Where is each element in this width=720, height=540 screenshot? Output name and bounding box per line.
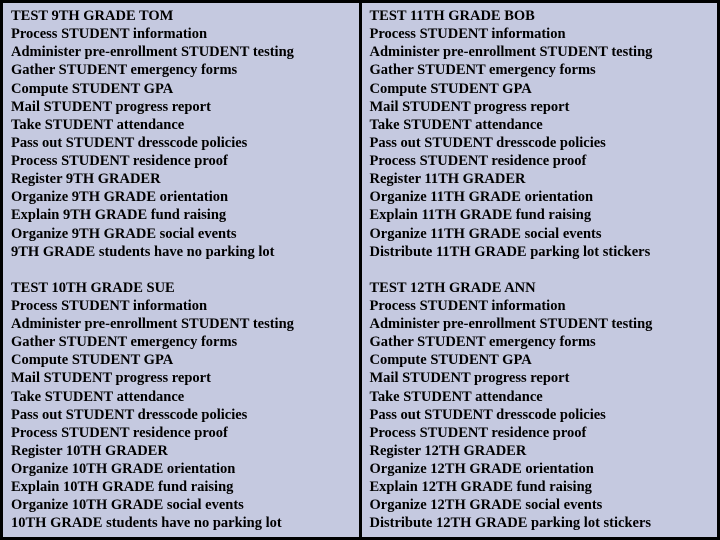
list-item: Process STUDENT information (11, 297, 351, 315)
block-title: TEST 12TH GRADE ANN (370, 279, 710, 297)
list-item: Organize 9TH GRADE social events (11, 225, 351, 243)
list-item: Pass out STUDENT dresscode policies (11, 406, 351, 424)
list-item: Gather STUDENT emergency forms (370, 333, 710, 351)
list-item: Organize 11TH GRADE social events (370, 225, 710, 243)
list-item: Administer pre-enrollment STUDENT testin… (370, 315, 710, 333)
list-item: Compute STUDENT GPA (11, 351, 351, 369)
list-item: Compute STUDENT GPA (11, 80, 351, 98)
list-item: Compute STUDENT GPA (370, 80, 710, 98)
list-item: Organize 12TH GRADE social events (370, 496, 710, 514)
list-item: 10TH GRADE students have no parking lot (11, 514, 351, 532)
list-item: Pass out STUDENT dresscode policies (11, 134, 351, 152)
list-item: Administer pre-enrollment STUDENT testin… (370, 43, 710, 61)
block-11th: TEST 11TH GRADE BOB Process STUDENT info… (362, 3, 718, 275)
list-item: Organize 9TH GRADE orientation (11, 188, 351, 206)
list-item: Process STUDENT residence proof (11, 424, 351, 442)
list-item: Process STUDENT information (11, 25, 351, 43)
list-item: Distribute 11TH GRADE parking lot sticke… (370, 243, 710, 261)
list-item: Mail STUDENT progress report (370, 369, 710, 387)
block-title: TEST 9TH GRADE TOM (11, 7, 351, 25)
list-item: Register 9TH GRADER (11, 170, 351, 188)
list-item: Process STUDENT residence proof (370, 152, 710, 170)
list-item: Explain 10TH GRADE fund raising (11, 478, 351, 496)
list-item: Gather STUDENT emergency forms (370, 61, 710, 79)
list-item: Process STUDENT residence proof (370, 424, 710, 442)
list-item: 9TH GRADE students have no parking lot (11, 243, 351, 261)
list-item: Organize 11TH GRADE orientation (370, 188, 710, 206)
list-item: Register 11TH GRADER (370, 170, 710, 188)
list-item: Administer pre-enrollment STUDENT testin… (11, 43, 351, 61)
block-title: TEST 10TH GRADE SUE (11, 279, 351, 297)
list-item: Take STUDENT attendance (370, 388, 710, 406)
list-item: Explain 9TH GRADE fund raising (11, 206, 351, 224)
list-item: Mail STUDENT progress report (11, 369, 351, 387)
list-item: Take STUDENT attendance (11, 116, 351, 134)
list-item: Organize 12TH GRADE orientation (370, 460, 710, 478)
list-item: Mail STUDENT progress report (370, 98, 710, 116)
right-column: TEST 11TH GRADE BOB Process STUDENT info… (362, 3, 718, 537)
list-item: Explain 11TH GRADE fund raising (370, 206, 710, 224)
list-item: Gather STUDENT emergency forms (11, 61, 351, 79)
list-item: Mail STUDENT progress report (11, 98, 351, 116)
list-item: Gather STUDENT emergency forms (11, 333, 351, 351)
list-item: Compute STUDENT GPA (370, 351, 710, 369)
list-item: Register 12TH GRADER (370, 442, 710, 460)
list-item: Administer pre-enrollment STUDENT testin… (11, 315, 351, 333)
block-12th: TEST 12TH GRADE ANN Process STUDENT info… (362, 275, 718, 537)
list-item: Take STUDENT attendance (11, 388, 351, 406)
left-column: TEST 9TH GRADE TOM Process STUDENT infor… (3, 3, 362, 537)
block-9th: TEST 9TH GRADE TOM Process STUDENT infor… (3, 3, 359, 275)
list-item: Process STUDENT residence proof (11, 152, 351, 170)
grid-container: TEST 9TH GRADE TOM Process STUDENT infor… (0, 0, 720, 540)
list-item: Pass out STUDENT dresscode policies (370, 134, 710, 152)
list-item: Register 10TH GRADER (11, 442, 351, 460)
list-item: Process STUDENT information (370, 297, 710, 315)
list-item: Take STUDENT attendance (370, 116, 710, 134)
list-item: Explain 12TH GRADE fund raising (370, 478, 710, 496)
block-title: TEST 11TH GRADE BOB (370, 7, 710, 25)
list-item: Distribute 12TH GRADE parking lot sticke… (370, 514, 710, 532)
block-10th: TEST 10TH GRADE SUE Process STUDENT info… (3, 275, 359, 537)
list-item: Organize 10TH GRADE orientation (11, 460, 351, 478)
list-item: Process STUDENT information (370, 25, 710, 43)
list-item: Pass out STUDENT dresscode policies (370, 406, 710, 424)
list-item: Organize 10TH GRADE social events (11, 496, 351, 514)
